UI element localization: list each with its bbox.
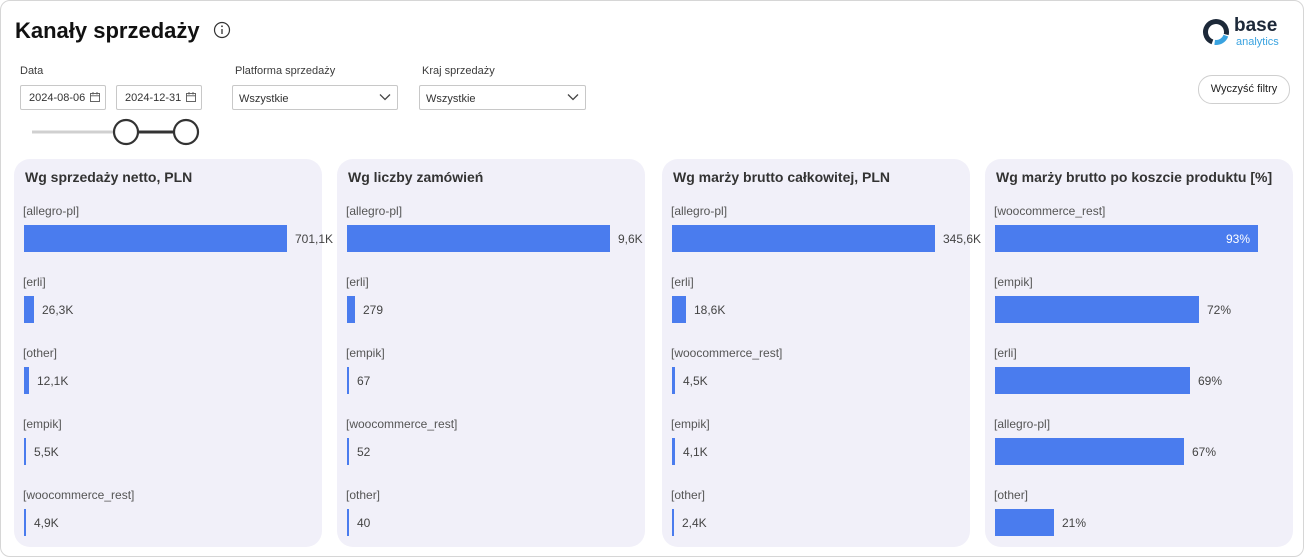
category-label: [other]: [346, 488, 381, 502]
bar[interactable]: [347, 367, 349, 394]
category-label: [empik]: [23, 417, 62, 431]
platform-select[interactable]: Wszystkie: [232, 85, 398, 110]
bar[interactable]: [672, 438, 675, 465]
category-label: [allegro-pl]: [346, 204, 403, 218]
calendar-icon[interactable]: [186, 92, 196, 102]
country-filter-label: Kraj sprzedaży: [422, 65, 495, 77]
chart-panel-orders: Wg liczby zamówień [allegro-pl] 9,6K [erli…: [337, 159, 645, 547]
date-range-slider[interactable]: [30, 116, 205, 148]
chart-title: Wg marży brutto całkowitej, PLN: [673, 169, 891, 185]
data-label: 5,5K: [34, 445, 59, 459]
date-to-input[interactable]: 2024-12-31: [116, 85, 202, 110]
calendar-icon[interactable]: [90, 92, 100, 102]
data-label: 279: [363, 303, 384, 317]
category-label: [other]: [671, 488, 706, 502]
data-label: 93%: [1226, 232, 1251, 246]
category-label: [allegro-pl]: [994, 417, 1051, 431]
category-label: [erli]: [346, 275, 369, 289]
data-label: 12,1K: [37, 374, 69, 388]
chart-title: Wg sprzedaży netto, PLN: [25, 169, 193, 185]
bar[interactable]: [995, 438, 1184, 465]
bar[interactable]: [347, 225, 610, 252]
logo-word: base: [1234, 15, 1278, 36]
logo-subtitle: analytics: [1236, 36, 1279, 48]
chart-panel-margin-percent: Wg marży brutto po koszcie produktu [%] …: [985, 159, 1293, 547]
bar[interactable]: [672, 509, 674, 536]
category-label: [allegro-pl]: [23, 204, 80, 218]
bar[interactable]: [995, 296, 1199, 323]
data-label: 9,6K: [618, 232, 643, 246]
brand-logo: base analytics: [1202, 15, 1292, 50]
bar[interactable]: [24, 509, 26, 536]
page-title: Kanały sprzedaży: [15, 18, 200, 43]
clear-filters-button[interactable]: Wyczyść filtry: [1198, 75, 1290, 104]
date-from-input[interactable]: 2024-08-06: [20, 85, 106, 110]
bar[interactable]: [672, 296, 686, 323]
category-label: [woocommerce_rest]: [346, 417, 458, 431]
info-icon[interactable]: [213, 21, 231, 39]
chevron-down-icon: [567, 94, 579, 101]
chart-title: Wg marży brutto po koszcie produktu [%]: [996, 169, 1273, 185]
data-label: 21%: [1062, 516, 1087, 530]
data-label: 4,1K: [683, 445, 708, 459]
chart-panel-gross-margin: Wg marży brutto całkowitej, PLN [allegro…: [662, 159, 981, 547]
category-label: [other]: [23, 346, 58, 360]
bar[interactable]: [672, 367, 675, 394]
category-label: [woocommerce_rest]: [23, 488, 135, 502]
logo-ring-icon: [1203, 19, 1229, 45]
data-label: 18,6K: [694, 303, 726, 317]
data-label: 345,6K: [943, 232, 982, 246]
bar[interactable]: [24, 367, 29, 394]
bar[interactable]: [995, 509, 1054, 536]
category-label: [empik]: [671, 417, 710, 431]
category-label: [erli]: [23, 275, 46, 289]
data-label: 26,3K: [42, 303, 74, 317]
category-label: [empik]: [346, 346, 385, 360]
category-label: [empik]: [994, 275, 1033, 289]
date-from-value: 2024-08-06: [29, 92, 86, 104]
bar[interactable]: [24, 296, 34, 323]
bar[interactable]: [672, 225, 935, 252]
country-select[interactable]: Wszystkie: [419, 85, 586, 110]
category-label: [woocommerce_rest]: [994, 204, 1106, 218]
bar[interactable]: [995, 225, 1258, 252]
slider-handle-end: [172, 118, 200, 146]
data-label: 2,4K: [682, 516, 707, 530]
chevron-down-icon: [379, 94, 391, 101]
bar[interactable]: [995, 367, 1190, 394]
bar[interactable]: [24, 438, 26, 465]
data-label: 52: [357, 445, 371, 459]
category-label: [woocommerce_rest]: [671, 346, 783, 360]
data-label: 4,5K: [683, 374, 708, 388]
bar[interactable]: [347, 438, 349, 465]
category-label: [erli]: [994, 346, 1017, 360]
data-label: 67%: [1192, 445, 1217, 459]
data-label: 67: [357, 374, 371, 388]
date-filter-label: Data: [20, 65, 44, 77]
data-label: 701,1K: [295, 232, 334, 246]
bar[interactable]: [24, 225, 287, 252]
country-select-value: Wszystkie: [426, 93, 476, 105]
chart-title: Wg liczby zamówień: [348, 169, 484, 185]
category-label: [erli]: [671, 275, 694, 289]
category-label: [other]: [994, 488, 1029, 502]
data-label: 72%: [1207, 303, 1232, 317]
data-label: 40: [357, 516, 371, 530]
platform-filter-label: Platforma sprzedaży: [235, 65, 336, 77]
data-label: 4,9K: [34, 516, 59, 530]
data-label: 69%: [1198, 374, 1223, 388]
platform-select-value: Wszystkie: [239, 93, 289, 105]
date-to-value: 2024-12-31: [125, 92, 182, 104]
slider-handle-start: [112, 118, 140, 146]
category-label: [allegro-pl]: [671, 204, 728, 218]
bar[interactable]: [347, 296, 355, 323]
bar[interactable]: [347, 509, 349, 536]
chart-panel-net-sales: Wg sprzedaży netto, PLN [allegro-pl] 701,…: [14, 159, 333, 547]
